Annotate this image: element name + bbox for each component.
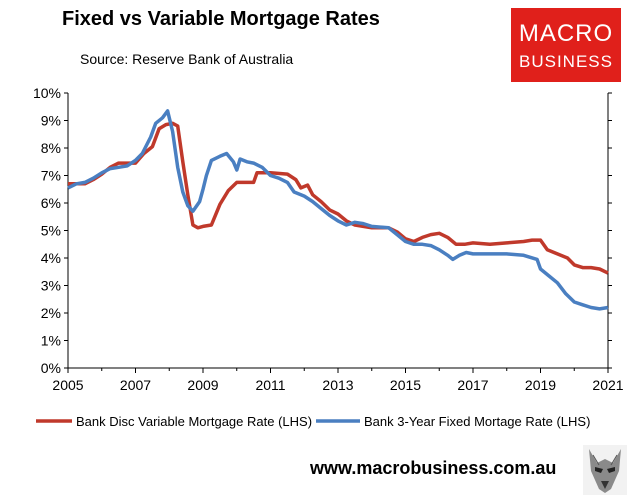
x-tick-label: 2017 [457, 377, 488, 393]
x-tick-label: 2019 [525, 377, 556, 393]
y-tick-label: 5% [41, 223, 61, 239]
x-tick-label: 2021 [592, 377, 623, 393]
wolf-icon [583, 445, 627, 495]
y-tick-label: 3% [41, 278, 61, 294]
y-tick-label: 7% [41, 168, 61, 184]
x-tick-label: 2011 [255, 377, 285, 393]
y-tick-label: 0% [41, 360, 61, 376]
y-tick-label: 6% [41, 195, 61, 211]
logo-line-1: MACRO [518, 20, 614, 47]
x-tick-label: 2013 [322, 377, 353, 393]
macrobusiness-logo[interactable]: MACRO BUSINESS [511, 8, 621, 82]
legend-label-fixed: Bank 3-Year Fixed Mortage Rate (LHS) [364, 414, 590, 429]
y-tick-label: 4% [41, 250, 61, 266]
x-tick-label: 2015 [390, 377, 421, 393]
logo-line-2: BUSINESS [519, 52, 613, 71]
x-tick-label: 2007 [120, 377, 151, 393]
chart-source: Source: Reserve Bank of Australia [80, 51, 294, 67]
legend-label-variable: Bank Disc Variable Mortgage Rate (LHS) [76, 414, 312, 429]
website-url[interactable]: www.macrobusiness.com.au [310, 458, 557, 478]
chart-area: 0% 1% 2% 3% 4% 5% 6% 7% 8% 9% 10% 2005 2007 2009 2011 2… [33, 85, 624, 429]
variable-rate-line [68, 121, 609, 275]
fixed-rate-line [67, 109, 609, 311]
x-tick-label: 2005 [52, 377, 83, 393]
y-tick-label: 10% [33, 85, 61, 101]
y-tick-label: 8% [41, 140, 61, 156]
y-tick-label: 2% [41, 305, 61, 321]
chart-title: Fixed vs Variable Mortgage Rates [62, 8, 380, 30]
y-tick-label: 1% [41, 333, 61, 349]
x-tick-label: 2009 [187, 377, 218, 393]
y-tick-label: 9% [41, 113, 61, 129]
